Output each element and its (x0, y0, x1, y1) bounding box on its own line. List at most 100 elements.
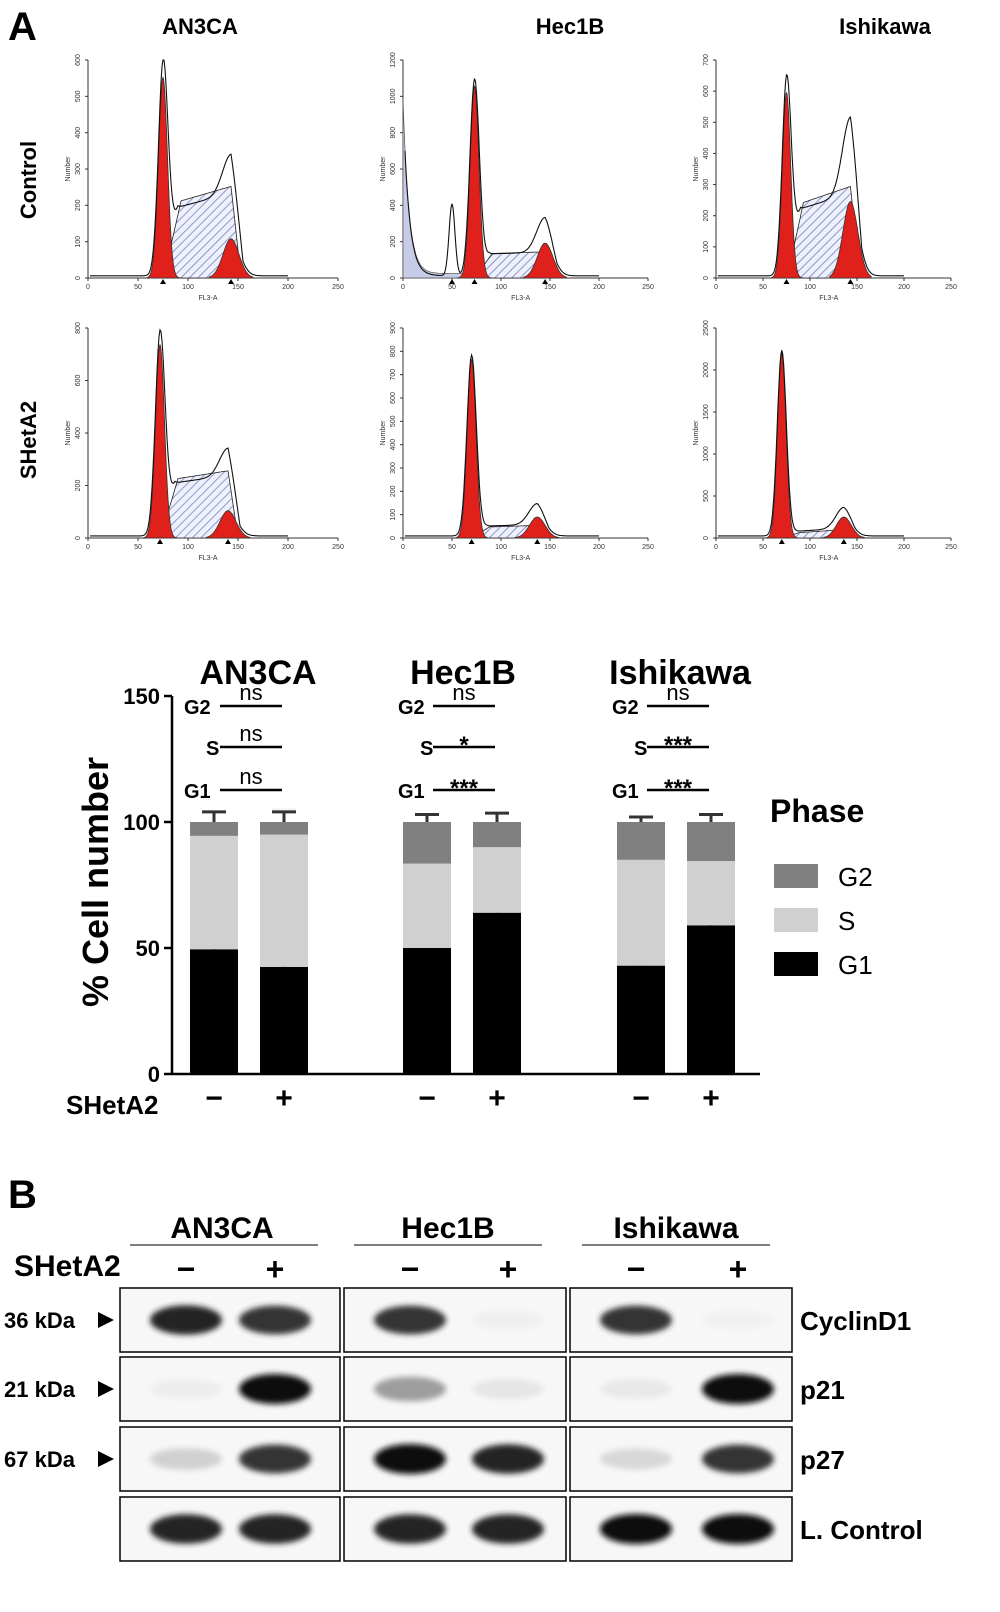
phase-row-label: S (634, 738, 647, 760)
legend-swatch-g1 (774, 952, 818, 976)
legend: G2 S G1 (774, 862, 873, 980)
flow-histograms: 0 50 100 150 200 2500100200300400500600FL3-AN… (65, 52, 957, 562)
sig-label: ns (239, 764, 262, 789)
flow-header-hec1b: Hec1B (536, 14, 604, 39)
peak-marker (783, 279, 790, 284)
blot-band-p27 (239, 1444, 311, 1474)
blot-band-p27 (702, 1444, 774, 1474)
hist-x-tick-label: 150 (851, 544, 863, 551)
hist-x-tick-label: 200 (593, 284, 605, 291)
hist-x-tick-label: 100 (804, 544, 816, 551)
y-tick-label: 0 (148, 1062, 160, 1087)
peak-marker (449, 279, 455, 284)
phase-row-label: S (420, 738, 433, 760)
panel-a-letter: A (8, 5, 37, 49)
treatment-mark: − (418, 1082, 436, 1115)
bar-g2 (190, 822, 238, 836)
legend-label-g2: G2 (838, 862, 873, 892)
hist-x-tick-label: 0 (714, 544, 718, 551)
g1-peak (453, 358, 490, 539)
bar-g2 (473, 822, 521, 848)
kda-label: 36 kDa (4, 1308, 76, 1333)
legend-swatch-s (774, 908, 818, 932)
sig-label: *** (450, 775, 479, 802)
blot-label: CyclinD1 (800, 1306, 911, 1336)
legend-swatch-g2 (774, 864, 818, 888)
hist-y-tick-label: 300 (75, 163, 82, 175)
hist-y-tick-label: 700 (703, 54, 710, 66)
envelope-line (717, 350, 904, 537)
peak-marker (847, 279, 854, 284)
hist-y-tick-label: 100 (703, 241, 710, 253)
hist-y-tick-label: 0 (390, 276, 397, 280)
hist-x-label: FL3-A (198, 295, 217, 302)
bar-s (190, 835, 238, 950)
hist-y-tick-label: 400 (75, 427, 82, 439)
hist-x-tick-label: 200 (593, 544, 605, 551)
hist-y-tick-label: 1500 (703, 404, 710, 420)
hist-y-tick-label: 400 (390, 199, 397, 211)
g1-peak (141, 343, 179, 539)
bar-g1 (687, 925, 735, 1074)
blot-band-cyclind1 (472, 1310, 544, 1330)
histogram-sheta2-hec1b: 0 50 100 150 200 250 0 100 200 300 400 500 600 700 800… (380, 322, 654, 562)
blot-band-lcontrol (600, 1514, 672, 1544)
phase-row-label: G2 (612, 697, 639, 719)
hist-x-tick-label: 200 (282, 284, 294, 291)
hist-y-label: Number (65, 156, 72, 182)
bar-group-title-ishikawa: Ishikawa (609, 654, 752, 692)
hist-x-tick-label: 250 (332, 544, 344, 551)
sig-label: ns (239, 680, 262, 705)
hist-y-tick-label: 100 (75, 236, 82, 248)
sig-label: ns (452, 680, 475, 705)
hist-x-tick-label: 150 (232, 544, 244, 551)
g2-peak (829, 201, 872, 279)
hist-x-tick-label: 0 (714, 284, 718, 291)
bar-group-title-hec1b: Hec1B (410, 654, 516, 692)
histogram-control-hec1b: 0 50 100 150 200 250 0 200 400 600 800 1000 1200 FL3-… (380, 52, 654, 302)
hist-x-tick-label: 50 (134, 284, 142, 291)
legend-label-g1: G1 (838, 950, 873, 980)
hist-y-tick-label: 0 (390, 536, 397, 540)
xlabel-shetA2: SHetA2 (66, 1090, 158, 1120)
hist-x-label: FL3-A (198, 555, 217, 562)
y-tick-label: 50 (136, 936, 160, 961)
bar-s (617, 859, 665, 966)
hist-y-label: Number (380, 420, 387, 446)
hist-x-tick-label: 0 (86, 284, 90, 291)
peak-marker (534, 539, 541, 544)
bar-s (473, 847, 521, 913)
hist-x-tick-label: 200 (898, 284, 910, 291)
hist-x-tick-label: 50 (134, 544, 142, 551)
hist-y-tick-label: 1200 (390, 52, 397, 68)
hist-y-tick-label: 300 (390, 462, 397, 474)
hist-y-tick-label: 1000 (390, 88, 397, 104)
treatment-mark: + (275, 1082, 293, 1115)
peak-marker (160, 279, 166, 284)
wb-treatment-mark: + (266, 1251, 285, 1287)
flow-header-ishikawa: Ishikawa (839, 14, 931, 39)
blot-band-cyclind1 (150, 1305, 222, 1335)
hist-x-tick-label: 150 (544, 284, 556, 291)
hist-y-label: Number (65, 420, 72, 446)
wb-header-an3ca: AN3CA (170, 1212, 273, 1245)
phase-row-label: G1 (612, 781, 639, 803)
legend-title: Phase (770, 793, 864, 829)
sig-label: * (459, 732, 469, 759)
blot-band-cyclind1 (702, 1310, 774, 1330)
hist-y-tick-label: 500 (703, 490, 710, 502)
g2-peak (205, 510, 251, 539)
blot-band-lcontrol (150, 1514, 222, 1544)
hist-x-tick-label: 100 (182, 284, 194, 291)
hist-x-label: FL3-A (511, 555, 530, 562)
hist-y-tick-label: 600 (390, 392, 397, 404)
blot-band-p27 (150, 1448, 222, 1470)
phase-row-label: G2 (398, 697, 425, 719)
stacked-bar-chart: 0 50 100 150 − + − + − + G2 ns Sns G1 ns G2 ns S * G1 *** G2 n… (123, 680, 760, 1115)
bar-g2 (617, 822, 665, 860)
y-tick-label: 100 (123, 810, 160, 835)
g2-peak (822, 516, 865, 539)
peak-marker (471, 279, 478, 284)
hist-x-tick-label: 150 (232, 284, 244, 291)
